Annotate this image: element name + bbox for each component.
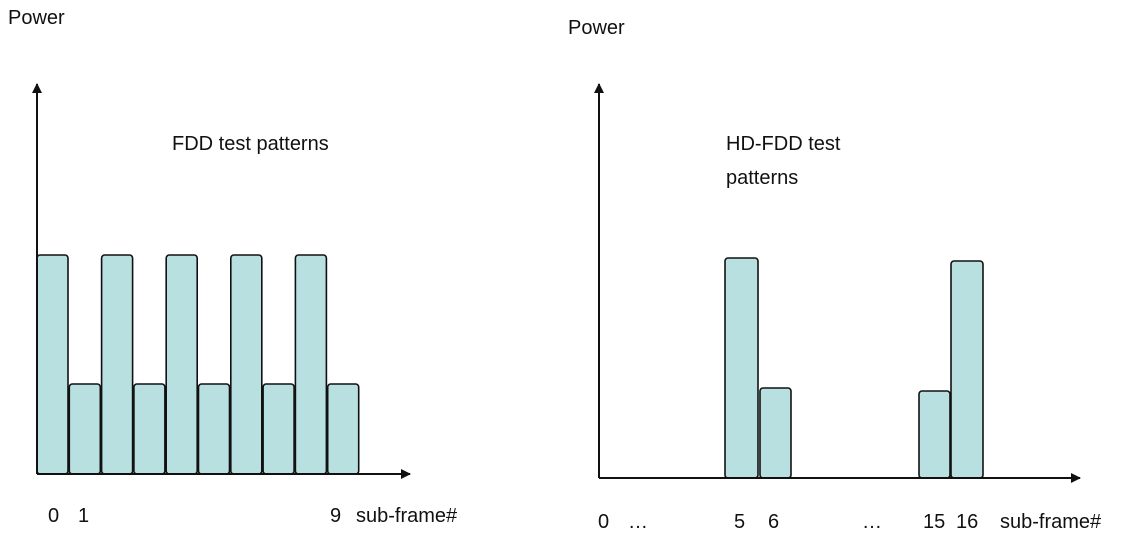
fdd-x-axis-label: sub-frame# [356,505,458,527]
fdd-bar-3-low [133,383,166,475]
hd-fdd-title-line2: patterns [726,167,798,189]
hd-fdd-panel: Power HD-FDD test patterns 0 … 5 6 … 15 … [568,17,1102,533]
fdd-bar-5-low [197,383,231,475]
fdd-bar-4-high [165,254,198,475]
hd-fdd-bar-0-high [724,257,759,479]
hd-fdd-x-label-ellipsis-1: … [628,511,648,533]
fdd-bar-7-low [262,383,295,475]
hd-fdd-x-label-15: 15 [923,511,945,533]
hd-fdd-bars [724,257,984,479]
fdd-title: FDD test patterns [172,133,329,155]
hd-fdd-y-axis-label: Power [568,17,625,39]
fdd-bar-8-high [294,254,328,475]
fdd-bar-2-high [100,254,134,475]
hd-fdd-x-axis-label: sub-frame# [1000,511,1102,533]
fdd-bar-0-high [36,254,69,475]
fdd-bar-1-low [68,383,102,475]
fdd-bar-6-high [230,254,263,475]
fdd-y-axis-label: Power [8,7,65,29]
fdd-bar-9-low [326,383,360,475]
hd-fdd-bar-1-low [759,387,792,479]
fdd-x-label-1: 1 [78,505,89,527]
hd-fdd-x-label-6: 6 [768,511,779,533]
fdd-panel: Power FDD test patterns 0 1 9 sub-frame# [8,7,458,527]
fdd-x-label-0: 0 [48,505,59,527]
hd-fdd-x-label-16: 16 [956,511,978,533]
hd-fdd-x-label-5: 5 [734,511,745,533]
hd-fdd-x-label-ellipsis-2: … [862,511,882,533]
hd-fdd-x-label-0: 0 [598,511,609,533]
fdd-bars [36,254,360,475]
hd-fdd-title-line1: HD-FDD test [726,133,841,155]
fdd-x-label-9: 9 [330,505,341,527]
hd-fdd-bar-2-low [918,390,951,479]
hd-fdd-bar-3-high [950,260,984,479]
